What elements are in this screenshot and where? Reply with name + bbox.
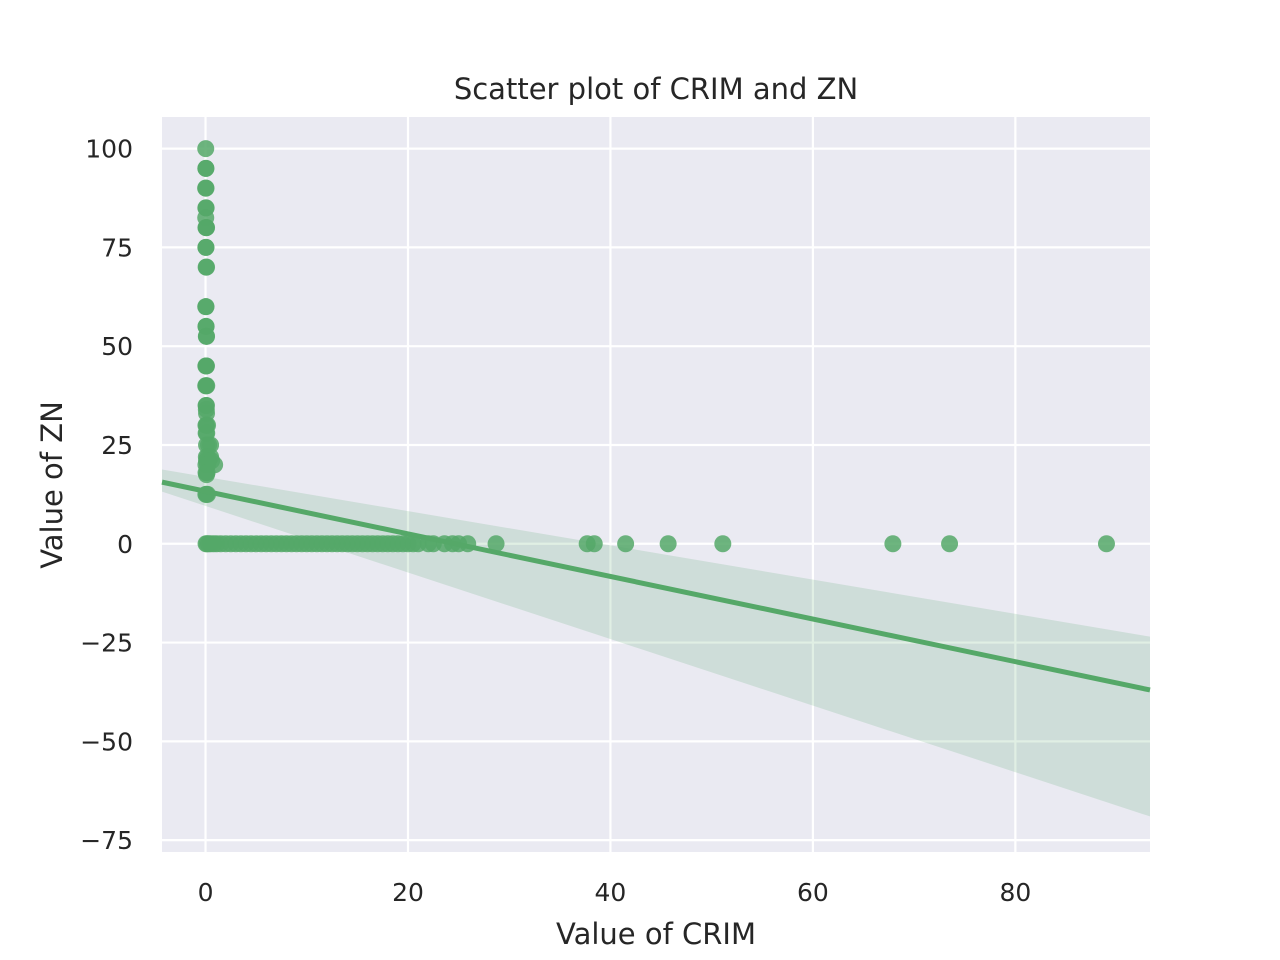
y-tick-label: −50 (80, 727, 133, 756)
scatter-point (197, 159, 215, 177)
scatter-point (198, 258, 216, 276)
y-axis-label: Value of ZN (35, 401, 69, 569)
scatter-point (198, 377, 216, 395)
scatter-point (487, 535, 505, 553)
y-tick-label: 25 (101, 431, 133, 460)
x-tick-label: 40 (595, 878, 627, 907)
regression-line (161, 479, 1151, 693)
scatter-point (198, 219, 216, 237)
scatter-point (617, 535, 635, 553)
scatter-point (198, 327, 216, 345)
confidence-band (162, 469, 1150, 817)
scatter-point (197, 238, 215, 256)
y-tick-label: 0 (117, 530, 133, 559)
y-tick-label: 100 (85, 135, 133, 164)
regression-line-group (161, 479, 1151, 693)
x-tick-label: 20 (392, 878, 424, 907)
scatter-points (197, 140, 1115, 553)
scatter-point (197, 179, 215, 197)
confidence-band-group (162, 469, 1150, 817)
y-tick-label: 75 (101, 233, 133, 262)
y-tick-label: −25 (80, 629, 133, 658)
scatter-point (714, 535, 732, 553)
x-tick-label: 80 (999, 878, 1031, 907)
y-tick-labels: −75 −50 −25 0 25 50 75 100 (80, 135, 133, 856)
scatter-point (198, 466, 216, 484)
y-tick-label: 50 (101, 332, 133, 361)
scatter-point (1097, 535, 1115, 553)
x-tick-label: 0 (198, 878, 214, 907)
scatter-point (884, 535, 902, 553)
x-tick-label: 60 (797, 878, 829, 907)
plot-background (162, 117, 1150, 852)
scatter-point (197, 140, 215, 158)
scatter-point (585, 535, 603, 553)
y-tick-label: −75 (80, 826, 133, 855)
scatter-point (659, 535, 677, 553)
scatter-point (941, 535, 959, 553)
scatter-point (197, 298, 215, 316)
x-tick-labels: 0 20 40 60 80 (198, 878, 1032, 907)
scatter-point (197, 357, 215, 375)
x-axis-label: Value of CRIM (556, 917, 756, 951)
chart-title: Scatter plot of CRIM and ZN (454, 72, 858, 106)
